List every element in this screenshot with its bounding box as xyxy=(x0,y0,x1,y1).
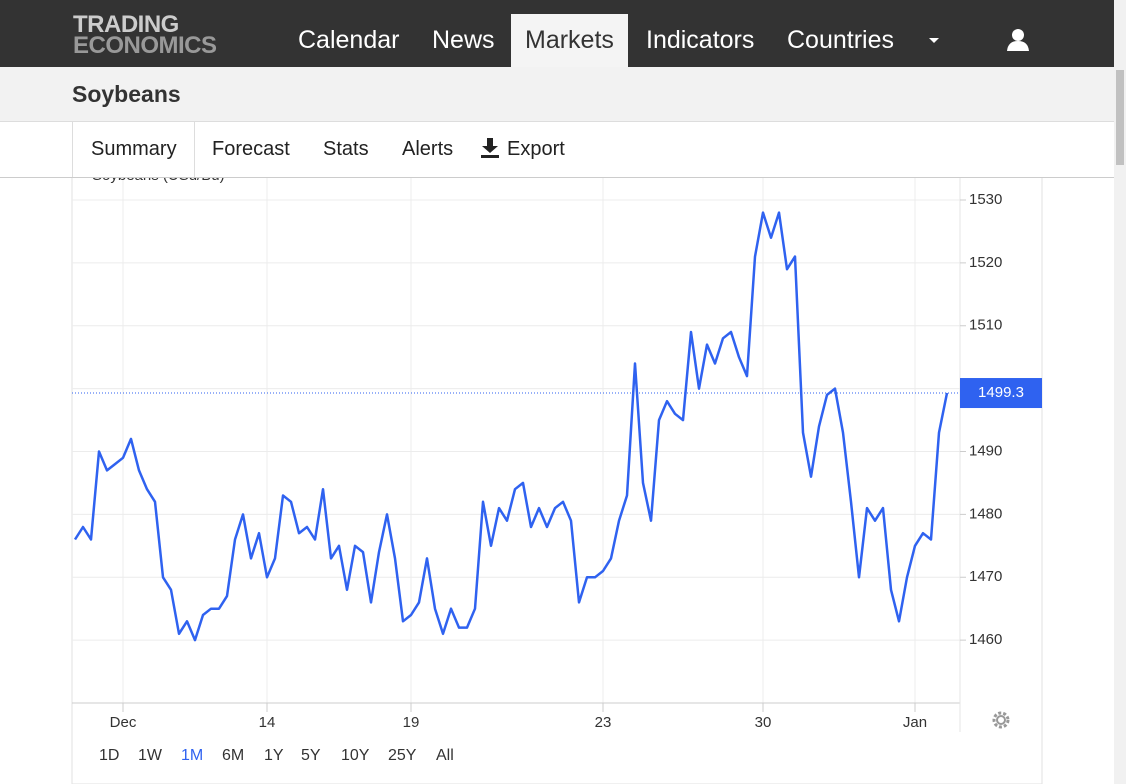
logo-line: ECONOMICS xyxy=(73,32,217,59)
scrollbar[interactable] xyxy=(1114,0,1126,784)
price-line xyxy=(73,211,949,642)
range-button[interactable]: 10Y xyxy=(341,747,370,764)
tab[interactable]: Export xyxy=(507,138,565,160)
tab-bar: Summary Forecast Stats Alerts Export xyxy=(0,122,1114,178)
y-tick-label: 1530 xyxy=(969,191,1002,208)
nav-item[interactable]: News xyxy=(432,26,495,54)
tab[interactable]: Forecast xyxy=(212,138,290,160)
y-tick-label: 1480 xyxy=(969,505,1002,522)
last-price-label: 1499.3 xyxy=(978,384,1024,401)
y-tick-label: 1470 xyxy=(969,568,1002,585)
range-button[interactable]: 25Y xyxy=(388,747,417,764)
tab[interactable]: Alerts xyxy=(402,138,454,160)
y-tick-label: 1490 xyxy=(969,442,1002,459)
grid xyxy=(72,160,960,703)
x-tick-label: 30 xyxy=(755,714,772,731)
range-button[interactable]: 1D xyxy=(99,747,120,764)
x-tick-label: 14 xyxy=(259,714,276,731)
page-title: Soybeans xyxy=(72,81,181,107)
x-tick-label: Jan xyxy=(903,714,927,731)
x-tick-label: 23 xyxy=(595,714,612,731)
last-price-box xyxy=(960,378,1042,409)
nav-item[interactable]: Countries xyxy=(787,26,894,54)
y-tick-label: 1460 xyxy=(969,631,1002,648)
range-button[interactable]: 6M xyxy=(222,747,245,764)
range-button[interactable]: 1W xyxy=(138,747,162,764)
range-button[interactable]: All xyxy=(436,747,454,764)
title-bar: Soybeans xyxy=(0,67,1114,122)
range-button[interactable]: 1M xyxy=(181,747,204,764)
x-tick-label: 19 xyxy=(403,714,420,731)
export-icon xyxy=(481,138,499,158)
scroll-thumb[interactable] xyxy=(1116,70,1124,165)
nav-item[interactable]: Markets xyxy=(511,14,628,67)
tab[interactable]: Summary xyxy=(91,138,177,160)
logo[interactable]: TRADING ECONOMICS xyxy=(73,11,217,59)
nav-item[interactable]: Calendar xyxy=(298,26,400,54)
y-tick-label: 1510 xyxy=(969,317,1002,334)
range-button[interactable]: 1Y xyxy=(264,747,284,764)
gear-hub xyxy=(996,715,1006,725)
x-tick-label: Dec xyxy=(110,714,137,731)
range-button[interactable]: 5Y xyxy=(301,747,321,764)
chart-panel xyxy=(71,159,1043,784)
user-icon[interactable] xyxy=(1006,28,1030,52)
active-tab-frame xyxy=(72,122,195,177)
top-bar: TRADING ECONOMICS Calendar News Markets Ind… xyxy=(0,0,1114,67)
y-tick-label: 1520 xyxy=(969,254,1002,271)
dropdown-caret[interactable] xyxy=(928,36,940,44)
gear-teeth xyxy=(992,711,1010,729)
settings-icon[interactable] xyxy=(992,711,1010,729)
logo-line: TRADING xyxy=(73,11,179,38)
nav-item[interactable]: Indicators xyxy=(646,26,755,54)
tab[interactable]: Stats xyxy=(323,138,369,160)
